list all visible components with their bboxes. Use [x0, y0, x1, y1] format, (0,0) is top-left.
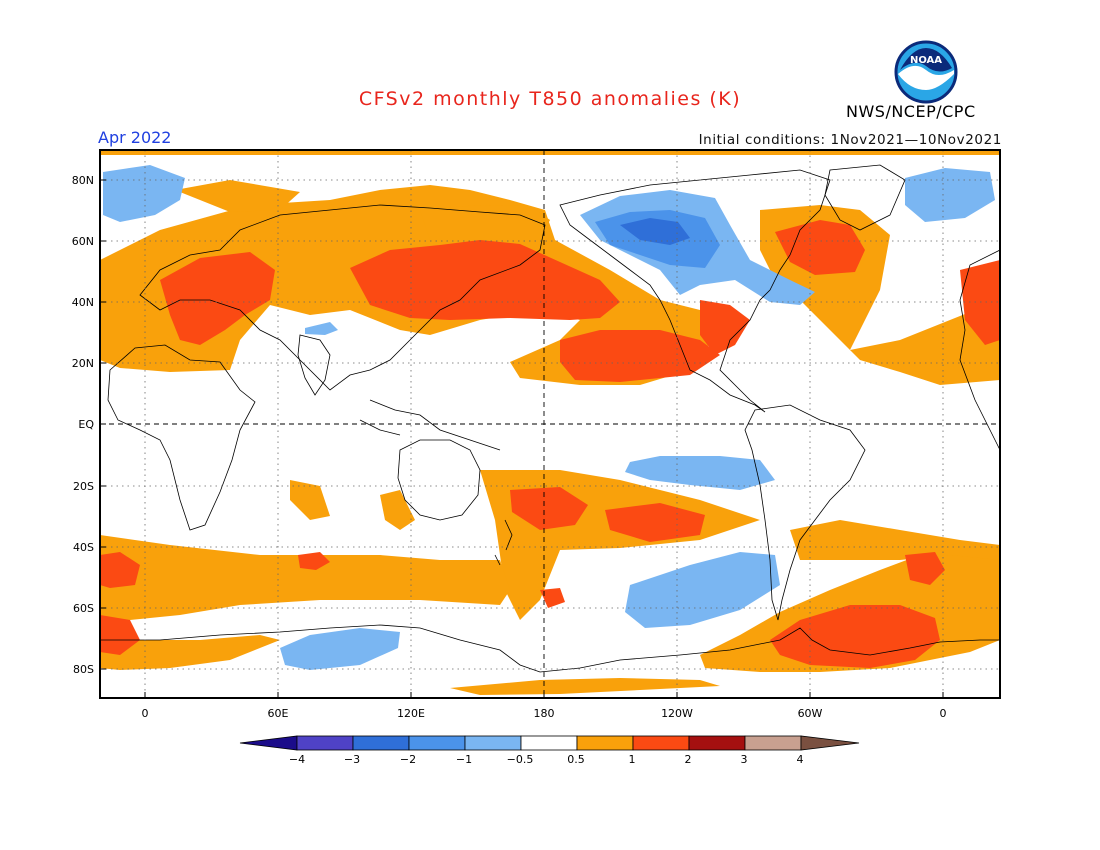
- colorbar-label: 0.5: [567, 753, 585, 766]
- initial-conditions: Initial conditions: 1Nov2021—10Nov2021: [698, 132, 1002, 148]
- lat-label: 80N: [72, 174, 94, 187]
- colorbar-label: −3: [344, 753, 360, 766]
- coast-antarctica: [100, 624, 1000, 673]
- colorbar-swatch: [688, 735, 746, 751]
- colorbar-label: 1: [629, 753, 636, 766]
- noaa-logo-text: NOAA: [910, 55, 942, 66]
- colorbar-swatch: [408, 735, 466, 751]
- colorbar-label: −1: [456, 753, 472, 766]
- lon-label: 60W: [798, 707, 823, 720]
- anomaly-1-2-regions: [100, 220, 1000, 668]
- coast-australia: [397, 439, 481, 521]
- anomaly-neg-2-3-regions: [620, 218, 690, 245]
- colorbar-labels: −4 −3 −2 −1 −0.5 0.5 1 2 3 4: [289, 753, 804, 766]
- lat-label: 20S: [73, 480, 94, 493]
- lat-label: 20N: [72, 357, 94, 370]
- equator-dateline: [100, 150, 1000, 698]
- coast-india: [297, 334, 331, 396]
- agency-label: NWS/NCEP/CPC: [846, 102, 976, 121]
- lat-lon-grid: [100, 150, 1000, 698]
- lat-label: 60N: [72, 235, 94, 248]
- colorbar-label: 2: [685, 753, 692, 766]
- lon-label: 180: [534, 707, 555, 720]
- colorbar-arrow-left: [239, 735, 298, 751]
- lat-label: 60S: [73, 602, 94, 615]
- colorbar-swatch: [632, 735, 690, 751]
- colorbar-label: −2: [400, 753, 416, 766]
- lon-label: 120W: [661, 707, 693, 720]
- coast-north-america: [559, 169, 831, 413]
- longitude-labels: 0 60E 120E 180 120W 60W 0: [142, 707, 947, 720]
- lon-label: 0: [142, 707, 149, 720]
- lon-label: 120E: [397, 707, 425, 720]
- coast-south-america: [744, 404, 866, 621]
- lat-label: EQ: [78, 418, 94, 431]
- lon-label: 60E: [268, 707, 289, 720]
- colorbar-swatch: [520, 735, 578, 751]
- coast-greenland: [824, 164, 906, 231]
- anomaly-fields: [100, 150, 1000, 695]
- coast-new-zealand: [494, 519, 513, 566]
- colorbar-swatch: [296, 735, 354, 751]
- colorbar-swatch: [744, 735, 802, 751]
- colorbar-label: 4: [797, 753, 804, 766]
- map-title: CFSv2 monthly T850 anomalies (K): [358, 88, 742, 110]
- latitude-labels: 80N 60N 40N 20N EQ 20S 40S 60S 80S: [72, 174, 95, 676]
- lat-label: 40N: [72, 296, 94, 309]
- colorbar-label: −4: [289, 753, 305, 766]
- lat-label: 80S: [73, 663, 94, 676]
- colorbar-swatch: [464, 735, 522, 751]
- colorbar-swatches: [239, 735, 860, 751]
- lon-label: 0: [940, 707, 947, 720]
- forecast-period: Apr 2022: [98, 128, 172, 147]
- coast-eurasia: [139, 204, 546, 391]
- colorbar-swatch: [576, 735, 634, 751]
- colorbar-arrow-right: [800, 735, 860, 751]
- coast-africa: [107, 344, 256, 531]
- colorbar-swatch: [352, 735, 410, 751]
- coast-europe-africa-repeat: [959, 249, 1000, 451]
- noaa-logo: NOAA: [894, 40, 958, 104]
- coast-se-asia: [359, 399, 501, 451]
- colorbar-label: 3: [741, 753, 748, 766]
- coastlines: [100, 164, 1000, 673]
- axis-ticks: [100, 179, 944, 698]
- colorbar-label: −0.5: [507, 753, 534, 766]
- lat-label: 40S: [73, 541, 94, 554]
